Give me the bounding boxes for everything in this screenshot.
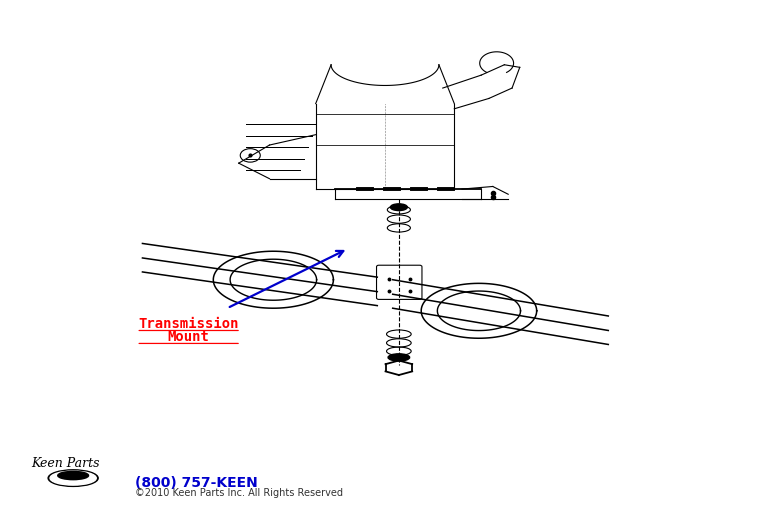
Text: Transmission: Transmission — [139, 316, 239, 331]
Ellipse shape — [388, 354, 410, 361]
Text: Mount: Mount — [168, 329, 209, 344]
Ellipse shape — [390, 204, 407, 211]
Text: (800) 757-KEEN: (800) 757-KEEN — [135, 476, 257, 490]
Text: ©2010 Keen Parts Inc. All Rights Reserved: ©2010 Keen Parts Inc. All Rights Reserve… — [135, 488, 343, 498]
Ellipse shape — [58, 471, 89, 480]
Ellipse shape — [48, 470, 99, 486]
Text: Keen Parts: Keen Parts — [31, 457, 99, 470]
Ellipse shape — [50, 471, 96, 485]
